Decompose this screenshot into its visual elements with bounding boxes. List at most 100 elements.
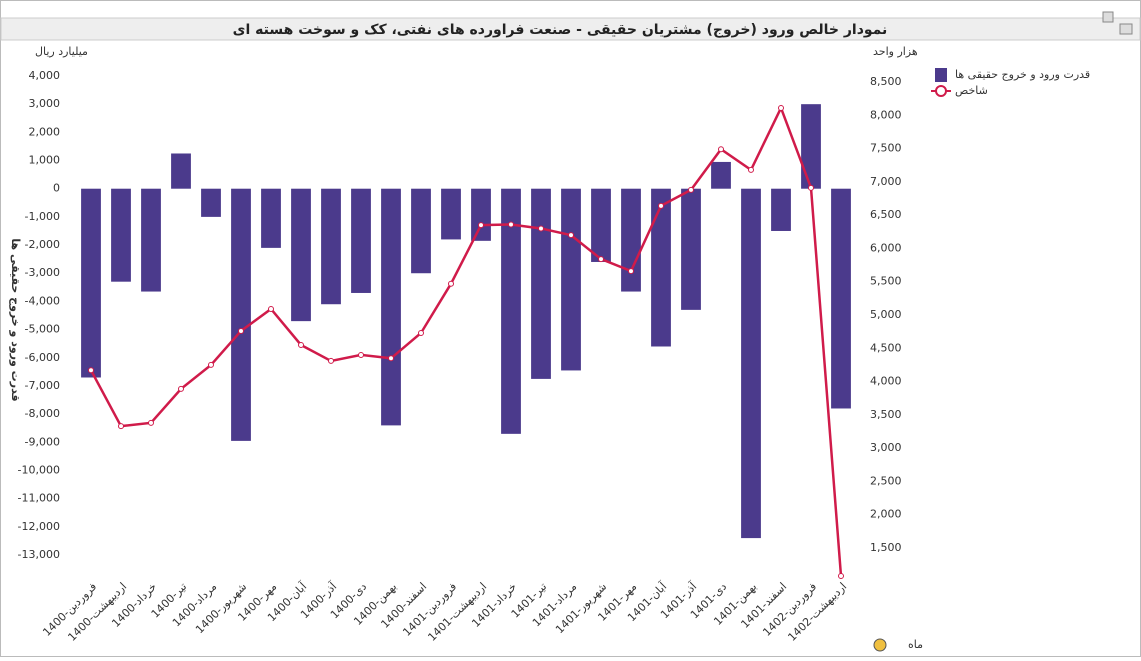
bar — [81, 188, 101, 378]
line-point — [268, 306, 274, 313]
bar — [441, 188, 461, 240]
y-tick-label: -5,000 — [25, 323, 60, 336]
bar — [801, 104, 821, 189]
bar — [171, 153, 191, 189]
line-point — [298, 341, 304, 348]
legend-label: شاخص — [955, 84, 988, 97]
y-tick-label: 3,000 — [29, 97, 61, 110]
y2-tick-label: 4,500 — [870, 341, 902, 354]
bar — [471, 188, 491, 241]
line-point — [208, 361, 214, 368]
line-point — [628, 268, 634, 275]
line-point — [808, 184, 814, 191]
y-tick-label: 0 — [53, 182, 60, 195]
y-tick-label: 4,000 — [29, 69, 61, 82]
settings-icon[interactable] — [873, 638, 887, 652]
print-icon[interactable] — [1119, 23, 1133, 35]
y-tick-label: 1,000 — [29, 154, 61, 167]
line-point — [478, 222, 484, 229]
title-bar — [0, 17, 1141, 41]
line-point — [508, 221, 514, 228]
y-tick-label: 2,000 — [29, 125, 61, 138]
bar — [351, 188, 371, 293]
line-point — [748, 166, 754, 173]
line-point — [538, 225, 544, 232]
y-tick-label: -9,000 — [25, 435, 60, 448]
bar — [591, 188, 611, 262]
y2-tick-label: 8,000 — [870, 108, 902, 121]
x-axis-label: ماه — [908, 638, 923, 651]
bar — [771, 188, 791, 231]
bar — [561, 188, 581, 371]
line-point — [118, 423, 124, 430]
export-icon[interactable] — [1102, 11, 1114, 23]
line-point — [718, 146, 724, 153]
y-tick-label: -6,000 — [25, 351, 60, 364]
bar — [381, 188, 401, 426]
y2-tick-label: 7,000 — [870, 175, 902, 188]
line-point — [688, 186, 694, 193]
line-point — [148, 419, 154, 426]
y2-tick-label: 1,500 — [870, 541, 902, 554]
bar — [621, 188, 641, 292]
y2-tick-label: 6,500 — [870, 208, 902, 221]
line-point — [838, 572, 844, 579]
y2-tick-label: 8,500 — [870, 75, 902, 88]
legend-swatch — [935, 68, 947, 82]
line-point — [568, 232, 574, 239]
y-tick-label: -1,000 — [25, 210, 60, 223]
bar — [141, 188, 161, 292]
y-tick-label: -12,000 — [18, 520, 60, 533]
y2-tick-label: 3,000 — [870, 441, 902, 454]
y2-unit: هزار واحد — [873, 45, 918, 58]
y-tick-label: -3,000 — [25, 266, 60, 279]
y-tick-label: -13,000 — [18, 548, 60, 561]
y2-tick-label: 7,500 — [870, 142, 902, 155]
legend-swatch — [935, 85, 947, 97]
y2-tick-label: 5,000 — [870, 308, 902, 321]
bar — [411, 188, 431, 274]
y-tick-label: -10,000 — [18, 463, 60, 476]
bar — [681, 188, 701, 310]
bar — [261, 188, 281, 248]
bar — [741, 188, 761, 539]
line-point — [778, 104, 784, 111]
line-point — [658, 202, 664, 209]
line-point — [448, 280, 454, 287]
bar — [831, 188, 851, 409]
line-point — [388, 355, 394, 362]
line-series — [89, 104, 843, 577]
y-tick-label: -4,000 — [25, 294, 60, 307]
line-point — [358, 351, 364, 358]
bar — [321, 188, 341, 305]
y2-tick-label: 2,500 — [870, 474, 902, 487]
bar — [111, 188, 131, 282]
line-point — [88, 367, 94, 374]
y2-tick-label: 5,500 — [870, 275, 902, 288]
y2-tick-label: 6,000 — [870, 241, 902, 254]
line-point — [598, 256, 604, 263]
legend-label: قدرت ورود و خروج حقیقی ها — [955, 68, 1090, 81]
bar — [711, 161, 731, 189]
y2-tick-label: 2,000 — [870, 508, 902, 521]
bar — [291, 188, 311, 322]
y-tick-label: -2,000 — [25, 238, 60, 251]
bar — [531, 188, 551, 379]
line-point — [328, 357, 334, 364]
bar — [201, 188, 221, 217]
line-point — [238, 327, 244, 334]
bar — [231, 188, 251, 441]
y2-tick-label: 3,500 — [870, 408, 902, 421]
bar — [651, 188, 671, 347]
y-tick-label: -7,000 — [25, 379, 60, 392]
y-tick-label: -11,000 — [18, 492, 60, 505]
bar — [501, 188, 521, 434]
y-unit: میلیارد ریال — [35, 45, 88, 58]
chart-title: نمودار خالص ورود (خروج) مشتریان حقیقی - … — [233, 22, 888, 38]
y-axis-label: قدرت ورود و خروج حقیقی ها — [8, 238, 22, 401]
y2-tick-label: 4,000 — [870, 375, 902, 388]
y-tick-label: -8,000 — [25, 407, 60, 420]
line-point — [178, 385, 184, 392]
line-point — [418, 329, 424, 336]
